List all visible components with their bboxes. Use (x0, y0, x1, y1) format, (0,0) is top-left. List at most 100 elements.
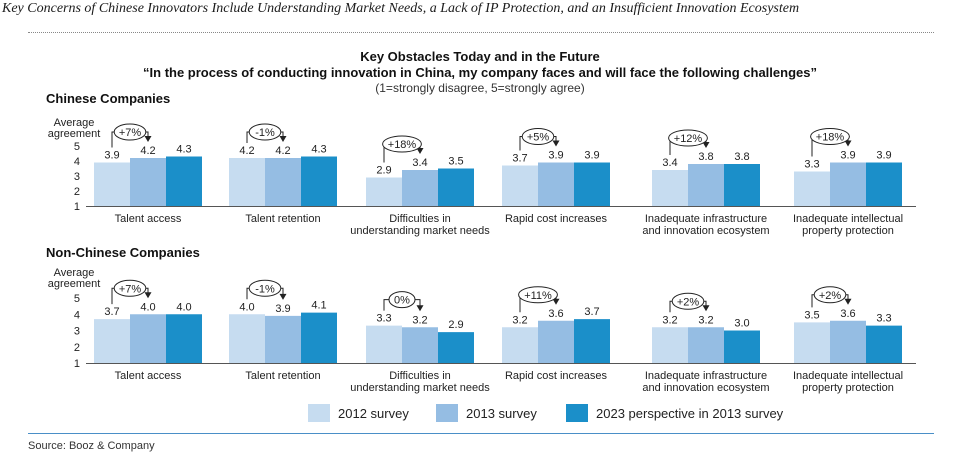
y-tick-label: 4 (74, 309, 80, 321)
legend-label-2023: 2023 perspective in 2013 survey (596, 406, 784, 421)
data-label: 3.9 (104, 150, 119, 162)
category-label: understanding market needs (350, 225, 490, 237)
data-label: 3.9 (584, 150, 599, 162)
chart-title: Key Obstacles Today and in the Future (360, 49, 600, 64)
bar (866, 162, 902, 206)
page-headline: Key Concerns of Chinese Innovators Inclu… (2, 1, 800, 16)
chart-scale-note: (1=strongly disagree, 5=strongly agree) (375, 81, 585, 95)
change-badge (813, 286, 847, 304)
y-tick-label: 5 (74, 293, 80, 305)
bar (688, 164, 724, 206)
y-tick-label: 5 (74, 141, 80, 153)
change-arrow-icon (279, 293, 287, 300)
bar (652, 327, 688, 363)
data-label: 3.2 (662, 314, 677, 326)
data-label: 2.9 (376, 165, 391, 177)
data-label: 3.6 (840, 308, 855, 320)
data-label: 3.8 (698, 151, 713, 163)
bar (866, 325, 902, 363)
bar (301, 312, 337, 363)
data-label: 3.4 (412, 157, 427, 169)
y-tick-label: 3 (74, 171, 80, 183)
data-label: 3.2 (512, 314, 527, 326)
data-label: 3.3 (804, 159, 819, 171)
bar (438, 168, 474, 206)
change-label: +18% (816, 132, 845, 144)
chart-legend: 2012 survey 2013 survey 2023 perspective… (0, 404, 960, 424)
change-label: +7% (119, 127, 142, 139)
change-arrow-icon (844, 298, 852, 305)
data-label: 3.8 (734, 151, 749, 163)
source-note: Source: Booz & Company (28, 440, 155, 452)
bar (229, 314, 265, 363)
category-label: Inadequate infrastructure (645, 370, 767, 382)
chart-subtitle: “In the process of conducting innovation… (143, 65, 817, 80)
bar (502, 165, 538, 206)
data-label: 4.3 (176, 144, 191, 156)
change-label: +18% (388, 139, 417, 151)
footer-divider (28, 433, 934, 434)
change-badge (521, 128, 555, 145)
legend-label-2012: 2012 survey (338, 406, 409, 421)
change-arrow-icon (552, 140, 560, 147)
change-arrow-icon (416, 305, 424, 312)
change-arrow-icon (144, 136, 152, 142)
data-label: 3.9 (840, 150, 855, 162)
category-label: Talent retention (245, 213, 320, 225)
bar (830, 162, 866, 206)
data-label: 3.2 (412, 314, 427, 326)
change-label: +5% (527, 132, 550, 144)
change-label: +12% (674, 133, 703, 145)
category-label: Inadequate intellectual (793, 370, 903, 382)
bar (265, 315, 301, 363)
bar (538, 162, 574, 206)
legend-swatch-2012 (308, 404, 330, 422)
data-label: 3.9 (876, 150, 891, 162)
change-label: 0% (394, 295, 410, 307)
category-label: Inadequate intellectual (793, 213, 903, 225)
change-badge (671, 292, 705, 310)
legend-swatch-2013 (436, 404, 458, 422)
y-tick-label: 2 (74, 342, 80, 354)
bar (229, 158, 265, 206)
change-badge (113, 123, 147, 141)
data-label: 4.0 (239, 301, 254, 313)
data-label: 3.7 (104, 306, 119, 318)
bar (402, 327, 438, 363)
change-label: +7% (119, 283, 142, 295)
bar (438, 332, 474, 363)
data-label: 3.7 (584, 306, 599, 318)
data-label: 3.5 (804, 309, 819, 321)
bar (830, 320, 866, 363)
change-arrow-icon (844, 140, 852, 147)
bar (130, 158, 166, 206)
change-badge (388, 291, 416, 309)
y-axis-label: Average (54, 117, 95, 129)
category-label: Difficulties in (389, 213, 451, 225)
bar (130, 314, 166, 363)
legend-label-2013: 2013 survey (466, 406, 537, 421)
bar (265, 158, 301, 206)
change-arrow-icon (702, 305, 710, 312)
data-label: 3.4 (662, 157, 677, 169)
category-label: Rapid cost increases (505, 213, 608, 225)
change-arrow-icon (552, 298, 560, 305)
change-badge (248, 123, 282, 141)
data-label: 4.0 (140, 301, 155, 313)
data-label: 4.1 (311, 300, 326, 312)
bar (688, 327, 724, 363)
y-tick-label: 2 (74, 186, 80, 198)
change-arrow-icon (702, 142, 710, 148)
change-label: +11% (524, 290, 552, 302)
change-badge (248, 279, 282, 297)
bar (402, 170, 438, 206)
category-label: Inadequate infrastructure (645, 213, 767, 225)
change-arrow-icon (416, 148, 424, 154)
legend-swatch-2023 (566, 404, 588, 422)
dotted-divider (28, 32, 934, 33)
category-label: property protection (802, 382, 894, 394)
change-badge (810, 128, 850, 145)
category-label: property protection (802, 225, 894, 237)
category-label: Talent access (115, 370, 182, 382)
